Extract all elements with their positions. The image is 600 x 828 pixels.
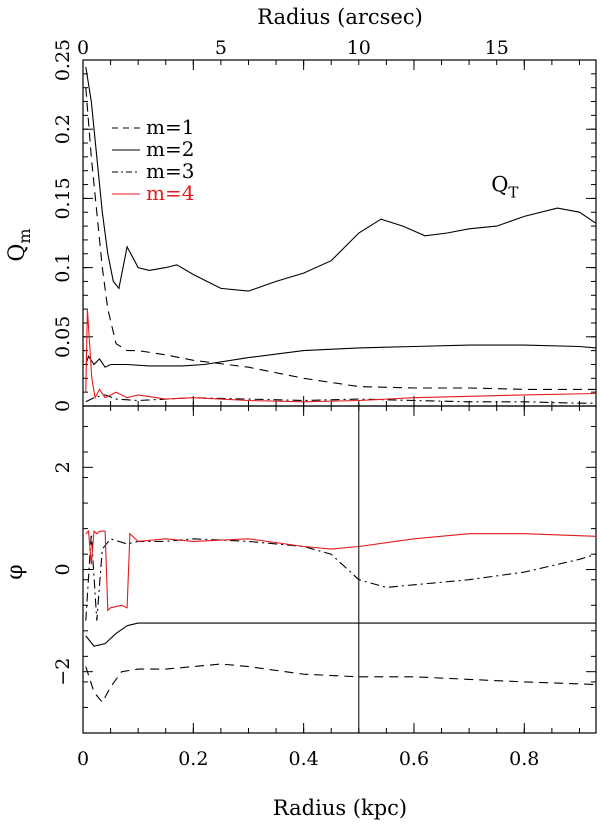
top-panel: 00.050.10.150.20.25 0 5 10 15m=1m=2m=3m=4 QT bbox=[52, 37, 597, 412]
x-tick-label: 0.4 bbox=[289, 748, 319, 770]
legend-label: m=4 bbox=[146, 181, 194, 205]
legend-label: m=1 bbox=[146, 115, 194, 139]
x2-tick-label: 5 bbox=[215, 37, 227, 59]
svg-text:Qm: Qm bbox=[5, 228, 34, 261]
y-label-main: Q bbox=[5, 244, 30, 262]
bottom-frame bbox=[82, 405, 597, 734]
bottom-panel: −2 0 2 0 0.2 0.4 0.6 0.8 bbox=[52, 403, 597, 770]
y-label-sub: m bbox=[15, 228, 34, 243]
legend: m=1m=2m=3m=4 bbox=[112, 115, 194, 205]
top-y-tick-label: 0.25 bbox=[52, 39, 74, 81]
x-tick-label: 0 bbox=[77, 748, 89, 770]
top-y-tick-label: 0.1 bbox=[52, 252, 74, 282]
x2-tick-label: 15 bbox=[485, 37, 509, 59]
qt-annotation: QT bbox=[491, 172, 518, 201]
legend-label: m=2 bbox=[146, 137, 194, 161]
bottom-y-tick-label: −2 bbox=[52, 658, 74, 686]
axis-labels: Radius (arcsec) Radius (kpc) Qm φ bbox=[3, 5, 423, 820]
legend-label: m=3 bbox=[146, 159, 194, 183]
bottom-y-tick-label: 0 bbox=[52, 563, 74, 575]
top-y-tick-label: 0.05 bbox=[52, 316, 74, 358]
x-tick-label: 0.2 bbox=[178, 748, 208, 770]
top-y-tick-label: 0.15 bbox=[52, 177, 74, 219]
top-series-QT bbox=[85, 66, 597, 292]
top-series-m3 bbox=[85, 394, 596, 404]
bottom-series-m4 bbox=[85, 530, 597, 612]
bottom-y-axis-label: φ bbox=[3, 564, 28, 579]
x2-tick-label: 10 bbox=[347, 37, 371, 59]
bottom-axis-label: Radius (kpc) bbox=[273, 796, 407, 820]
x2-tick-label: 0 bbox=[77, 37, 89, 59]
top-series-m4 bbox=[85, 309, 597, 403]
bottom-series-m2 bbox=[85, 622, 596, 647]
bottom-series-m3 bbox=[85, 533, 597, 621]
bottom-series-m1 bbox=[85, 663, 597, 704]
x-tick-label: 0.8 bbox=[509, 748, 539, 770]
top-y-tick-label: 0.2 bbox=[52, 114, 74, 144]
top-y-tick-label: 0 bbox=[52, 400, 74, 412]
top-series-m2 bbox=[85, 344, 597, 368]
top-y-axis-label: Qm bbox=[5, 228, 34, 261]
bottom-y-tick-label: 2 bbox=[52, 461, 74, 473]
top-axis-label: Radius (arcsec) bbox=[257, 5, 423, 29]
x-tick-label: 0.6 bbox=[399, 748, 429, 770]
